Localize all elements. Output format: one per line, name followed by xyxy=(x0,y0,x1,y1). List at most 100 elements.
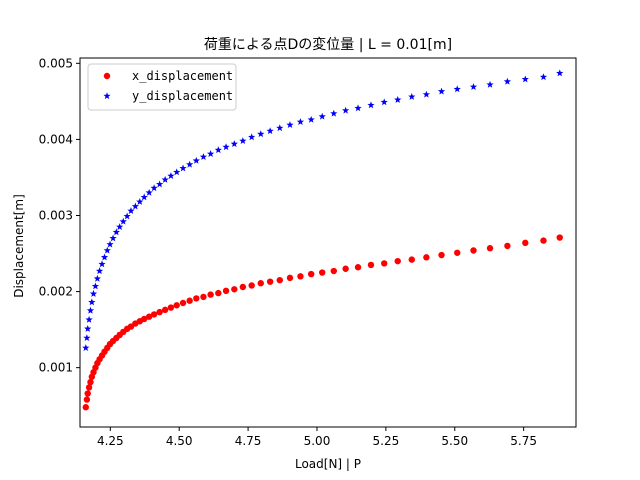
y-displacement-point xyxy=(266,127,274,135)
series-y-displacement xyxy=(82,69,564,351)
y-displacement-point xyxy=(82,344,90,351)
x-displacement-point xyxy=(408,256,415,263)
y-displacement-point xyxy=(103,246,111,254)
y-axis: 0.001 0.002 0.003 0.004 0.005 xyxy=(39,56,80,375)
y-displacement-point xyxy=(131,202,139,210)
y-displacement-point xyxy=(539,73,548,81)
y-displacement-point xyxy=(156,180,164,188)
y-displacement-point xyxy=(469,83,478,90)
x-tick-label: 4.75 xyxy=(235,434,262,448)
y-displacement-point xyxy=(100,253,109,261)
y-displacement-point xyxy=(167,172,175,179)
x-displacement-point xyxy=(186,297,193,304)
x-displacement-point xyxy=(257,280,264,287)
x-displacement-point xyxy=(286,274,294,282)
x-displacement-point xyxy=(540,237,547,244)
x-displacement-point xyxy=(266,278,274,285)
x-displacement-point xyxy=(239,283,247,291)
y-displacement-point xyxy=(186,160,194,168)
y-displacement-point xyxy=(503,77,511,85)
legend-marker-y-displacement xyxy=(103,92,111,100)
y-displacement-point xyxy=(88,298,96,306)
y-displacement-point xyxy=(192,156,200,164)
x-displacement-point xyxy=(200,293,207,301)
x-displacement-point xyxy=(173,302,180,309)
x-displacement-point xyxy=(342,265,349,272)
y-displacement-point xyxy=(85,315,93,323)
y-displacement-point xyxy=(307,115,315,123)
legend-marker-x-displacement xyxy=(103,72,111,80)
x-displacement-point xyxy=(87,378,94,386)
y-displacement-point xyxy=(239,137,247,144)
x-displacement-point xyxy=(394,257,401,265)
x-displacement-point xyxy=(330,267,337,275)
y-displacement-point xyxy=(145,188,153,196)
y-displacement-point xyxy=(207,150,215,157)
x-displacement-point xyxy=(438,251,445,259)
x-displacement-point xyxy=(248,282,255,289)
y-displacement-point xyxy=(453,85,461,93)
x-displacement-point xyxy=(222,287,230,295)
y-displacement-point xyxy=(112,228,120,236)
y-displacement-point xyxy=(84,325,92,332)
y-displacement-point xyxy=(318,112,326,120)
axes-frame xyxy=(79,57,577,428)
y-displacement-point xyxy=(199,153,208,160)
x-axis-label: Load[N] | P xyxy=(295,457,361,471)
x-displacement-point xyxy=(82,404,89,411)
y-tick-label: 0.003 xyxy=(39,208,73,222)
y-displacement-point xyxy=(119,217,127,225)
y-tick-label: 0.002 xyxy=(39,285,73,299)
x-displacement-point xyxy=(486,245,494,252)
y-displacement-point xyxy=(257,130,265,138)
y-displacement-point xyxy=(367,101,375,109)
legend-y-displacement-marker xyxy=(103,92,111,100)
x-displacement-point xyxy=(207,291,214,298)
legend: x_displacement y_displacement xyxy=(87,63,237,111)
y-displacement-point xyxy=(230,140,238,148)
y-displacement-point xyxy=(123,212,131,220)
y-displacement-point xyxy=(150,184,158,192)
x-displacement-point xyxy=(156,308,163,316)
y-displacement-point xyxy=(330,109,338,117)
y-displacement-point xyxy=(437,87,446,95)
y-displacement-point xyxy=(116,223,124,230)
y-displacement-point xyxy=(86,306,95,314)
y-displacement-point xyxy=(127,207,135,214)
x-displacement-point xyxy=(145,313,153,320)
y-displacement-point xyxy=(161,175,169,183)
y-displacement-point xyxy=(394,96,402,103)
x-axis: 4.25 4.50 4.75 5.00 5.25 5.50 5.75 xyxy=(97,427,537,448)
x-displacement-point xyxy=(307,270,315,278)
y-displacement-point xyxy=(136,198,144,205)
y-displacement-point xyxy=(422,90,430,98)
x-displacement-point xyxy=(179,299,187,307)
y-displacement-point xyxy=(248,133,256,141)
y-displacement-point xyxy=(173,168,181,176)
x-tick-label: 4.50 xyxy=(166,434,193,448)
y-displacement-point xyxy=(342,106,350,114)
x-displacement-point xyxy=(85,384,93,391)
legend-label-x-displacement: x_displacement xyxy=(132,69,233,83)
x-displacement-point xyxy=(167,304,175,311)
y-displacement-point xyxy=(89,290,98,297)
x-displacement-point xyxy=(381,260,388,267)
x-displacement-point xyxy=(367,261,375,269)
x-displacement-point xyxy=(215,289,222,297)
y-axis-label: Displacement[m] xyxy=(12,194,26,298)
y-displacement-point xyxy=(140,193,148,201)
x-displacement-point xyxy=(423,254,430,261)
y-displacement-point xyxy=(93,274,101,282)
y-displacement-point xyxy=(91,282,100,290)
x-displacement-point xyxy=(141,315,148,323)
x-displacement-point xyxy=(193,295,200,302)
y-displacement-point xyxy=(109,234,117,242)
y-displacement-point xyxy=(106,240,114,248)
y-displacement-point xyxy=(222,143,230,151)
y-displacement-point xyxy=(286,121,294,129)
y-displacement-point xyxy=(179,164,187,172)
x-displacement-point xyxy=(454,249,461,256)
x-tick-label: 5.50 xyxy=(441,434,468,448)
x-tick-label: 4.25 xyxy=(97,434,124,448)
